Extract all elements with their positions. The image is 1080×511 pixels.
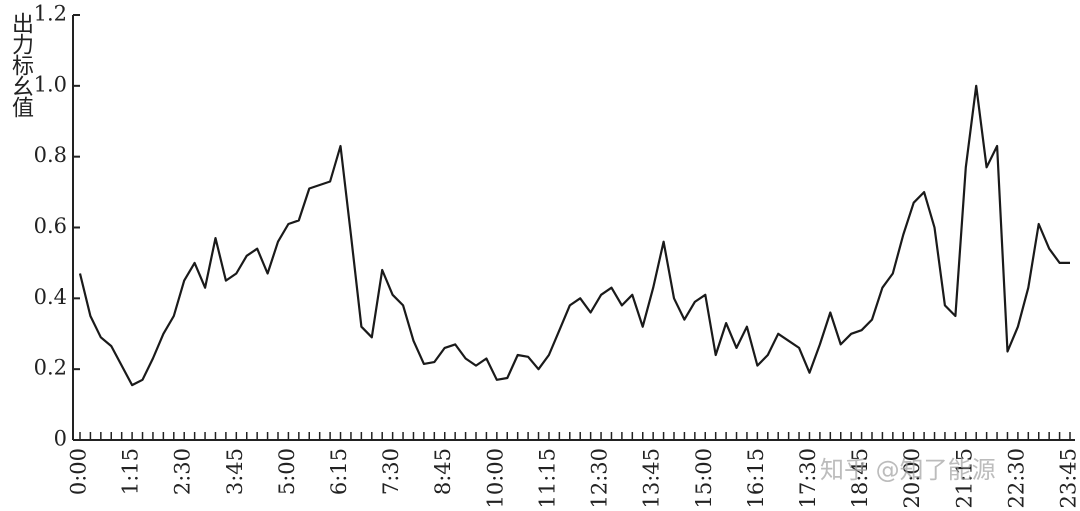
x-tick-label: 13:45 <box>640 448 664 509</box>
x-tick-label: 20:00 <box>900 448 924 509</box>
y-tick-label: 0.6 <box>34 214 67 238</box>
x-tick-label: 6:15 <box>327 448 351 495</box>
y-tick-label: 0.2 <box>34 356 67 380</box>
x-tick-label: 3:45 <box>223 448 247 495</box>
x-tick-label: 18:45 <box>848 448 872 509</box>
watermark: 知乎 @知了能源 <box>820 456 996 484</box>
y-tick-label: 0.4 <box>34 285 67 309</box>
x-tick-label: 21:15 <box>952 448 976 509</box>
y-axis-label: 出力标幺值 <box>8 12 33 117</box>
x-tick-label: 16:15 <box>744 448 768 509</box>
x-tick-label: 2:30 <box>171 448 195 495</box>
x-tick-label: 1:15 <box>119 448 143 495</box>
x-tick-label: 0:00 <box>67 448 91 495</box>
x-tick-label: 11:15 <box>535 448 559 509</box>
x-tick-label: 7:30 <box>379 448 403 495</box>
y-tick-label: 0.8 <box>34 143 67 167</box>
x-tick-label: 15:00 <box>692 448 716 509</box>
y-tick-label: 1.2 <box>34 2 67 26</box>
x-tick-label: 10:00 <box>483 448 507 509</box>
x-tick-label: 5:00 <box>275 448 299 495</box>
x-tick-label: 8:45 <box>431 448 455 495</box>
y-tick-label: 0 <box>54 427 67 451</box>
x-tick-label: 22:30 <box>1004 448 1028 509</box>
y-tick-label: 1.0 <box>34 72 67 96</box>
x-tick-label: 23:45 <box>1057 448 1080 509</box>
x-tick-label: 17:30 <box>796 448 820 509</box>
x-tick-label: 12:30 <box>588 448 612 509</box>
data-line <box>78 84 1070 387</box>
